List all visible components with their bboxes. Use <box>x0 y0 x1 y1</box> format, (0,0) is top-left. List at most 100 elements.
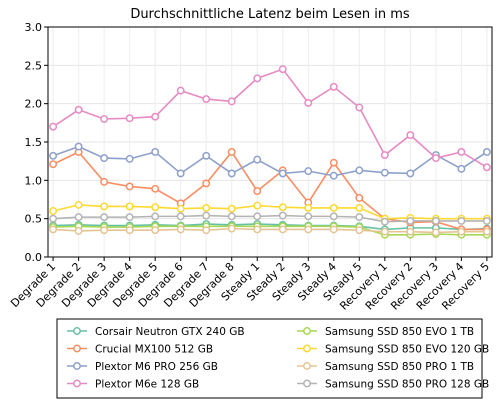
data-point <box>125 182 134 191</box>
data-point <box>49 122 58 131</box>
data-point <box>355 203 364 212</box>
legend-label: Plextor M6e 128 GB <box>95 379 199 391</box>
data-point <box>125 226 134 235</box>
data-point <box>380 227 389 236</box>
series-lines <box>49 65 491 239</box>
y-tick-label: 1.5 <box>25 136 43 149</box>
data-point <box>304 212 313 221</box>
legend-entry: Samsung SSD 850 PRO 1 TB <box>297 361 474 373</box>
data-point <box>329 158 338 167</box>
legend-entry: Crucial MX100 512 GB <box>67 344 213 356</box>
chart-title: Durchschnittliche Latenz beim Lesen in m… <box>130 7 410 22</box>
data-point <box>74 226 83 235</box>
series-line <box>53 223 487 231</box>
legend-entry: Plextor M6e 128 GB <box>67 379 199 391</box>
data-point <box>227 212 236 221</box>
legend-label: Corsair Neutron GTX 240 GB <box>95 326 245 338</box>
data-point <box>74 213 83 222</box>
data-point <box>49 151 58 160</box>
data-point <box>406 217 415 225</box>
data-point <box>278 203 287 212</box>
data-point <box>74 142 83 151</box>
data-point <box>431 154 440 163</box>
data-point <box>431 217 440 225</box>
data-point <box>151 148 160 156</box>
data-point <box>227 204 236 213</box>
data-point <box>355 103 364 112</box>
series-line <box>52 204 487 220</box>
y-tick-label: 2.0 <box>25 98 43 111</box>
data-point <box>227 97 236 106</box>
legend-swatch-marker <box>303 362 311 370</box>
data-point <box>482 227 491 236</box>
legend-entry: Corsair Neutron GTX 240 GB <box>67 326 245 338</box>
legend-entry: Samsung SSD 850 PRO 128 GB <box>297 379 489 391</box>
data-point <box>406 131 415 140</box>
data-point <box>74 200 83 209</box>
data-point <box>151 226 160 235</box>
data-point <box>304 225 313 234</box>
data-point <box>457 148 466 156</box>
data-point <box>253 74 262 83</box>
data-point <box>329 82 338 91</box>
legend-label: Samsung SSD 850 PRO 1 TB <box>325 361 474 373</box>
data-point <box>380 151 389 159</box>
data-point <box>406 227 415 236</box>
y-tick-label: 2.5 <box>25 59 43 72</box>
data-point <box>100 115 109 123</box>
y-tick-label: 3.0 <box>25 21 43 34</box>
legend-box <box>56 318 483 399</box>
data-point <box>49 160 58 169</box>
data-point <box>304 98 313 107</box>
data-point <box>431 228 440 237</box>
data-point <box>482 163 491 172</box>
legend-label: Samsung SSD 850 EVO 120 GB <box>325 344 489 356</box>
data-point <box>202 95 211 104</box>
series-line <box>53 214 487 223</box>
data-point <box>278 169 287 178</box>
data-point <box>100 154 109 163</box>
data-point <box>482 217 491 225</box>
data-point <box>49 214 58 223</box>
plot-frame <box>47 26 493 258</box>
series-line <box>52 68 488 168</box>
data-point <box>125 213 134 222</box>
series-1 <box>49 148 491 234</box>
series-line <box>52 145 488 177</box>
legend-swatch-marker <box>303 379 311 388</box>
data-point <box>304 203 313 212</box>
data-point <box>176 225 185 234</box>
data-point <box>125 154 134 163</box>
data-point <box>253 187 262 196</box>
data-point <box>380 168 389 177</box>
data-point <box>151 203 160 212</box>
data-point <box>125 114 134 123</box>
data-point <box>482 148 491 156</box>
data-point <box>151 184 160 193</box>
data-point <box>304 167 313 176</box>
legend-label: Samsung SSD 850 EVO 1 TB <box>325 326 474 338</box>
y-tick-label: 0.5 <box>25 213 43 226</box>
data-point <box>406 169 415 178</box>
legend-label: Crucial MX100 512 GB <box>95 344 213 356</box>
data-point <box>202 203 211 212</box>
data-point <box>202 179 211 188</box>
series-line <box>52 150 487 231</box>
legend-label: Samsung SSD 850 PRO 128 GB <box>325 379 489 391</box>
legend-swatch-marker <box>73 327 81 335</box>
data-point <box>202 226 211 235</box>
data-point <box>253 155 262 164</box>
data-point <box>100 202 109 211</box>
y-tick-label: 1.0 <box>25 174 43 187</box>
data-point <box>74 105 83 114</box>
data-point <box>457 227 466 236</box>
data-point <box>329 225 338 234</box>
series-line <box>53 227 487 234</box>
series-6 <box>49 224 491 237</box>
data-point <box>100 226 109 235</box>
data-point <box>253 212 262 221</box>
legend-entry: Samsung SSD 850 EVO 1 TB <box>297 326 474 338</box>
data-point <box>49 225 58 234</box>
